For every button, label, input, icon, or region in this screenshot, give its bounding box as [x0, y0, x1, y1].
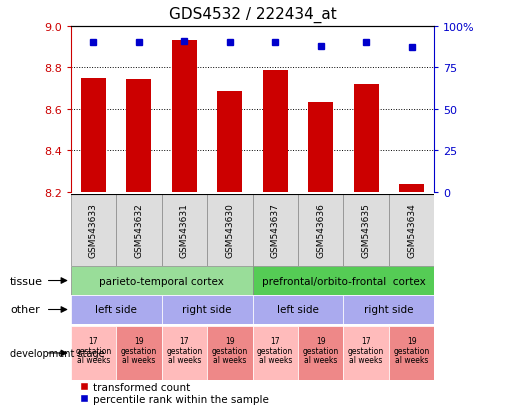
- Bar: [343, 295, 434, 324]
- Bar: [217, 92, 242, 192]
- Bar: [252, 295, 343, 324]
- Text: 17
gestation
al weeks: 17 gestation al weeks: [257, 336, 293, 365]
- Text: GSM543637: GSM543637: [271, 203, 280, 258]
- Text: left side: left side: [277, 305, 319, 315]
- Bar: [71, 326, 116, 380]
- Text: GSM543630: GSM543630: [225, 203, 234, 258]
- Bar: [207, 326, 252, 380]
- Text: 17
gestation
al weeks: 17 gestation al weeks: [348, 336, 384, 365]
- Text: parieto-temporal cortex: parieto-temporal cortex: [99, 276, 224, 286]
- Bar: [252, 326, 298, 380]
- Text: GSM543634: GSM543634: [407, 203, 416, 258]
- Bar: [298, 194, 343, 266]
- Bar: [71, 194, 116, 266]
- Bar: [354, 85, 379, 192]
- Bar: [343, 194, 389, 266]
- Text: GSM543636: GSM543636: [316, 203, 325, 258]
- Text: GSM543633: GSM543633: [89, 203, 98, 258]
- Text: 19
gestation
al weeks: 19 gestation al weeks: [393, 336, 430, 365]
- Text: 17
gestation
al weeks: 17 gestation al weeks: [166, 336, 203, 365]
- Bar: [308, 103, 333, 192]
- Text: 19
gestation
al weeks: 19 gestation al weeks: [121, 336, 157, 365]
- Bar: [116, 194, 162, 266]
- Bar: [389, 194, 434, 266]
- Bar: [81, 78, 106, 192]
- Title: GDS4532 / 222434_at: GDS4532 / 222434_at: [169, 7, 336, 23]
- Bar: [116, 326, 162, 380]
- Bar: [252, 194, 298, 266]
- Bar: [162, 295, 252, 324]
- Bar: [172, 41, 197, 192]
- Text: 17
gestation
al weeks: 17 gestation al weeks: [75, 336, 112, 365]
- Legend: transformed count, percentile rank within the sample: transformed count, percentile rank withi…: [76, 377, 273, 408]
- Text: GSM543631: GSM543631: [180, 203, 189, 258]
- Text: right side: right side: [182, 305, 232, 315]
- Bar: [71, 266, 252, 295]
- Bar: [252, 266, 434, 295]
- Bar: [298, 326, 343, 380]
- Text: tissue: tissue: [10, 276, 43, 286]
- Text: left side: left side: [95, 305, 137, 315]
- Bar: [162, 326, 207, 380]
- Bar: [343, 326, 389, 380]
- Bar: [399, 185, 424, 192]
- Text: 19
gestation
al weeks: 19 gestation al weeks: [212, 336, 248, 365]
- Text: 19
gestation
al weeks: 19 gestation al weeks: [302, 336, 339, 365]
- Text: GSM543632: GSM543632: [134, 203, 143, 258]
- Text: prefrontal/orbito-frontal  cortex: prefrontal/orbito-frontal cortex: [262, 276, 425, 286]
- Text: other: other: [10, 305, 40, 315]
- Text: development stage: development stage: [10, 348, 105, 358]
- Bar: [162, 194, 207, 266]
- Text: GSM543635: GSM543635: [362, 203, 371, 258]
- Bar: [71, 295, 162, 324]
- Text: right side: right side: [364, 305, 414, 315]
- Bar: [207, 194, 252, 266]
- Bar: [126, 80, 152, 192]
- Bar: [389, 326, 434, 380]
- Bar: [263, 71, 288, 192]
